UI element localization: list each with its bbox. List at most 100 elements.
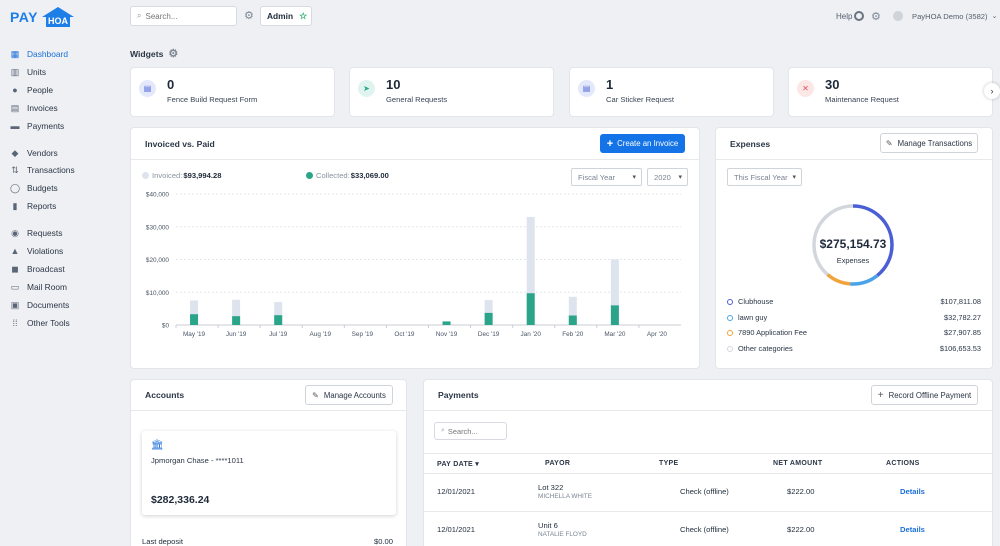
y-tick-label: $10,000 bbox=[146, 290, 170, 297]
bar-invoiced bbox=[484, 300, 493, 325]
widget-card[interactable]: ▤ 0 Fence Build Request Form bbox=[131, 68, 334, 116]
sidebar-item-requests[interactable]: ◉ Requests bbox=[10, 226, 62, 240]
sidebar-item-payments[interactable]: ▬ Payments bbox=[10, 119, 65, 133]
widgets-title: Widgets bbox=[130, 48, 164, 59]
col-net-amount[interactable]: NET AMOUNT bbox=[773, 460, 823, 467]
year-select[interactable]: 2020 ▾ bbox=[647, 168, 688, 186]
donut-segment bbox=[812, 204, 894, 286]
create-invoice-button[interactable]: + Create an Invoice bbox=[600, 134, 685, 153]
sidebar-item-budgets[interactable]: ◯ Budgets bbox=[10, 181, 58, 195]
bar-collected bbox=[484, 312, 493, 325]
sidebar-item-people[interactable]: ● People bbox=[10, 83, 53, 97]
sidebar-item-label: Other Tools bbox=[27, 318, 70, 328]
x-tick-label: Apr '20 bbox=[647, 331, 667, 338]
widget-card[interactable]: ➤ 10 General Requests bbox=[350, 68, 553, 116]
sidebar-item-documents[interactable]: ▣ Documents bbox=[10, 298, 70, 312]
logo-house-icon: HOA bbox=[41, 7, 74, 27]
global-search[interactable]: ⌕ bbox=[130, 6, 237, 26]
widget-card[interactable]: ✕ 30 Maintenance Request bbox=[789, 68, 992, 116]
widget-count: 1 bbox=[606, 77, 614, 92]
chevron-down-icon: ⌄ bbox=[991, 13, 998, 20]
sidebar-item-dashboard[interactable]: ▦ Dashboard bbox=[10, 47, 68, 61]
sidebar-item-invoices[interactable]: ▤ Invoices bbox=[10, 101, 58, 115]
pay-date: 12/01/2021 bbox=[437, 525, 476, 534]
sidebar-item-mail-room[interactable]: ▭ Mail Room bbox=[10, 280, 67, 294]
payhoa-logo[interactable]: PAY HOA bbox=[10, 6, 75, 28]
logo-hoa-text: HOA bbox=[48, 16, 69, 26]
transactions-icon: ⇅ bbox=[11, 164, 19, 175]
broadcast-icon: ◼ bbox=[11, 263, 19, 274]
widgets-gear-icon[interactable]: ⚙ bbox=[168, 48, 179, 60]
sidebar-item-broadcast[interactable]: ◼ Broadcast bbox=[10, 262, 64, 276]
widget-label: Fence Build Request Form bbox=[167, 95, 258, 104]
col-pay-date-label: PAY DATE bbox=[437, 461, 473, 468]
sidebar-item-transactions[interactable]: ⇅ Transactions bbox=[10, 163, 74, 177]
fiscal-year-value: Fiscal Year bbox=[578, 172, 616, 182]
help-link[interactable]: Help bbox=[836, 11, 865, 21]
global-search-input[interactable] bbox=[145, 11, 226, 21]
widget-count: 0 bbox=[167, 77, 175, 92]
last-deposit-label: Last deposit bbox=[142, 537, 183, 546]
payor-unit: Unit 6 bbox=[538, 521, 558, 530]
sort-desc-icon: ▾ bbox=[475, 461, 480, 468]
col-type[interactable]: TYPE bbox=[659, 460, 679, 467]
bar-invoiced bbox=[190, 300, 199, 325]
col-actions: ACTIONS bbox=[886, 460, 920, 467]
payor-unit: Lot 322 bbox=[538, 483, 564, 492]
invoiced-vs-paid-chart: $40,000 $30,000 $20,000 $10,000 $0 May '19 Jun… bbox=[146, 192, 681, 338]
accounts-title: Accounts bbox=[145, 390, 185, 400]
x-tick-label: Nov '19 bbox=[436, 331, 458, 338]
payments-table-header-bg bbox=[424, 453, 992, 474]
expense-category-label: Other categories bbox=[738, 344, 793, 353]
legend-marker bbox=[727, 314, 733, 321]
admin-button[interactable]: Admin ☆ bbox=[260, 6, 312, 26]
sidebar-item-label: Reports bbox=[27, 201, 57, 211]
expense-category-amount: $32,782.27 bbox=[944, 313, 981, 322]
sidebar-item-other-tools[interactable]: ⁞⁞ Other Tools bbox=[10, 316, 70, 330]
sidebar-item-label: Requests bbox=[27, 228, 63, 238]
manage-accounts-button[interactable]: ✎ Manage Accounts bbox=[305, 385, 393, 405]
payments-search-input[interactable] bbox=[447, 426, 498, 436]
bar-invoiced bbox=[610, 259, 619, 325]
legend-invoiced-label: Invoiced: bbox=[152, 171, 183, 180]
sidebar-item-reports[interactable]: ▮ Reports bbox=[10, 199, 57, 213]
sidebar-item-units[interactable]: ▥ Units bbox=[10, 65, 46, 79]
user-menu[interactable]: PayHOA Demo (3582) ⌄ bbox=[893, 11, 997, 21]
sidebar-item-violations[interactable]: ▲ Violations bbox=[10, 244, 64, 258]
col-payor[interactable]: PAYOR bbox=[545, 460, 571, 467]
expenses-donut bbox=[812, 204, 894, 286]
bar-invoiced bbox=[274, 302, 283, 325]
help-label: Help bbox=[836, 11, 853, 21]
manage-transactions-button[interactable]: ✎ Manage Transactions bbox=[880, 133, 978, 153]
sidebar-item-vendors[interactable]: ◆ Vendors bbox=[10, 146, 58, 160]
x-tick-label: Jun '19 bbox=[226, 331, 247, 338]
widgets-heading: Widgets ⚙ bbox=[130, 47, 178, 60]
expenses-title: Expenses bbox=[730, 139, 771, 149]
net-amount: $222.00 bbox=[787, 525, 815, 534]
fiscal-year-select[interactable]: Fiscal Year ▾ bbox=[571, 168, 642, 186]
details-link[interactable]: Details bbox=[900, 525, 925, 534]
expenses-total-label: Expenses bbox=[836, 256, 870, 265]
payments-search[interactable]: ⌕ bbox=[434, 422, 507, 440]
details-link[interactable]: Details bbox=[900, 487, 925, 496]
vendors-icon: ◆ bbox=[11, 147, 19, 158]
settings-gear-icon[interactable]: ⚙ bbox=[871, 11, 881, 23]
payments-card bbox=[424, 380, 992, 546]
record-offline-payment-button[interactable]: + Record Offline Payment bbox=[871, 385, 978, 405]
x-tick-label: Aug '19 bbox=[310, 331, 332, 338]
form-icon: ▤ bbox=[578, 80, 595, 97]
plus-icon: + bbox=[606, 137, 614, 150]
expense-period-select[interactable]: This Fiscal Year ▾ bbox=[727, 168, 802, 186]
sidebar-item-label: Units bbox=[27, 67, 47, 77]
bar-collected bbox=[190, 314, 199, 325]
divider bbox=[131, 410, 406, 411]
payment-type: Check (offline) bbox=[680, 525, 729, 534]
admin-label: Admin bbox=[267, 11, 294, 21]
gear-icon[interactable]: ⚙ bbox=[244, 10, 254, 22]
bank-account-card[interactable]: 🏛 Jpmorgan Chase - ****1011 $282,336.24 bbox=[142, 431, 396, 515]
widget-card[interactable]: ▤ 1 Car Sticker Request bbox=[570, 68, 773, 116]
pencil-icon: ✎ bbox=[885, 138, 893, 148]
payor-name: NATALIE FLOYD bbox=[538, 531, 587, 538]
col-pay-date[interactable]: PAY DATE ▾ bbox=[437, 460, 479, 468]
chevron-right-icon[interactable]: › bbox=[984, 83, 1000, 99]
